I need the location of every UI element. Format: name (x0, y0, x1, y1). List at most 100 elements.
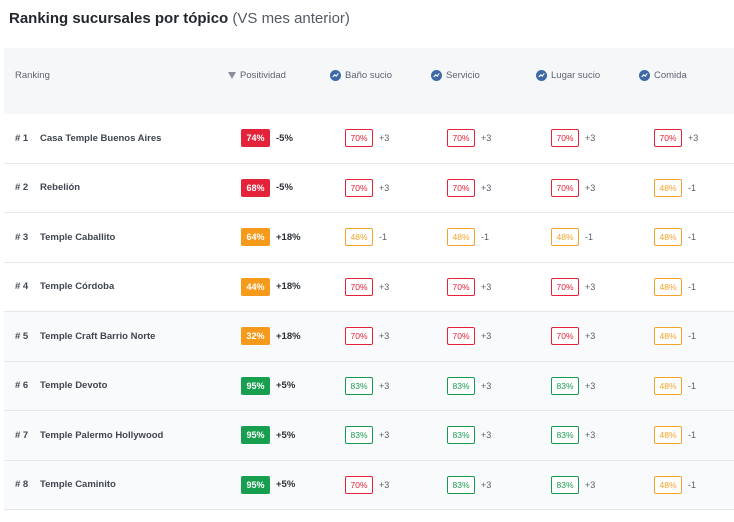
table-row[interactable]: # 4 Temple Córdoba 44% +18% 70% +3 70% +… (4, 262, 734, 312)
table-row[interactable]: # 1 Casa Temple Buenos Aires 74% -5% 70%… (4, 114, 734, 164)
topic-cell: 70% +3 (447, 114, 491, 163)
topic-delta: -1 (688, 182, 697, 193)
topic-delta: +3 (481, 281, 492, 292)
topic-cell: 83% +3 (551, 362, 595, 411)
topic-delta: -1 (379, 232, 388, 243)
positivity-badge: 44% (241, 277, 270, 296)
topic-cell: 83% +3 (345, 411, 389, 460)
topic-score-badge: 83% (447, 475, 475, 494)
topic-delta: +3 (481, 479, 492, 490)
positivity-delta: +5% (276, 429, 296, 441)
table-row[interactable]: # 5 Temple Craft Barrio Norte 32% +18% 7… (4, 312, 734, 362)
branch-name: Temple Caminito (40, 479, 116, 491)
topic-score-badge: 83% (551, 376, 579, 395)
topic-score-badge: 70% (345, 178, 373, 197)
positivity-cell: 74% -5% (241, 114, 293, 163)
topic-delta: +3 (481, 133, 492, 144)
topic-delta: -1 (688, 331, 697, 342)
topic-cell: 70% +3 (345, 312, 389, 361)
topic-cell: 70% +3 (345, 263, 389, 312)
positivity-cell: 95% +5% (241, 362, 295, 411)
topic-score-badge: 70% (345, 277, 373, 296)
topic-cell: 48% -1 (654, 213, 696, 262)
topic-cell: 83% +3 (551, 411, 595, 460)
table-row[interactable]: # 6 Temple Devoto 95% +5% 83% +3 83% +3 (4, 361, 734, 411)
topic-delta: +3 (585, 479, 596, 490)
header-positivity[interactable]: Positividad (228, 70, 286, 81)
positivity-delta: +18% (276, 231, 301, 243)
positivity-delta: -5% (276, 132, 293, 144)
positivity-delta: +18% (276, 330, 301, 342)
topic-cell: 70% +3 (551, 164, 595, 213)
trend-up-icon (431, 70, 442, 81)
header-topic-lugar-sucio[interactable]: Lugar sucio (536, 70, 600, 81)
rank-number: # 6 (15, 380, 29, 392)
topic-delta: +3 (481, 430, 492, 441)
positivity-badge: 95% (241, 376, 270, 395)
topic-cell: 70% +3 (551, 263, 595, 312)
topic-score-badge: 83% (447, 426, 475, 445)
topic-delta: +3 (585, 380, 596, 391)
topic-delta: +3 (379, 281, 390, 292)
header-topic-bano-sucio[interactable]: Baño sucio (330, 70, 392, 81)
header-topic-comida[interactable]: Comida (639, 70, 687, 81)
branch-name: Temple Palermo Hollywood (40, 429, 164, 441)
topic-score-badge: 48% (447, 228, 475, 247)
positivity-delta: -5% (276, 182, 293, 194)
table-row[interactable]: # 3 Temple Caballito 64% +18% 48% -1 48%… (4, 213, 734, 263)
branch-name: Temple Craft Barrio Norte (40, 330, 156, 342)
branch-name: Casa Temple Buenos Aires (40, 132, 162, 144)
topic-delta: +3 (585, 430, 596, 441)
topic-score-badge: 83% (345, 426, 373, 445)
branch-name: Rebelión (40, 182, 81, 194)
topic-delta: +3 (585, 182, 596, 193)
topic-cell: 48% -1 (654, 164, 696, 213)
positivity-badge: 32% (241, 327, 270, 346)
topic-delta: +3 (379, 182, 390, 193)
topic-cell: 48% -1 (654, 362, 696, 411)
topic-cell: 83% +3 (447, 461, 491, 510)
rank-number: # 1 (15, 132, 29, 144)
topic-score-badge: 70% (447, 277, 475, 296)
header-ranking: Ranking (15, 70, 50, 81)
topic-score-badge: 48% (654, 376, 682, 395)
topic-delta: -1 (481, 232, 490, 243)
topic-delta: +3 (379, 380, 390, 391)
topic-cell: 70% +3 (345, 114, 389, 163)
positivity-badge: 68% (241, 178, 270, 197)
topic-cell: 70% +3 (447, 164, 491, 213)
branch-rank: # 3 Temple Caballito (15, 213, 115, 262)
topic-score-badge: 48% (654, 228, 682, 247)
branch-name: Temple Caballito (40, 231, 116, 243)
table-row[interactable]: # 8 Temple Caminito 95% +5% 70% +3 83% +… (4, 460, 734, 510)
positivity-badge: 64% (241, 228, 270, 247)
branch-rank: # 1 Casa Temple Buenos Aires (15, 114, 161, 163)
topic-cell: 48% -1 (345, 213, 387, 262)
table-row[interactable]: # 2 Rebelión 68% -5% 70% +3 70% +3 (4, 163, 734, 213)
topic-cell: 70% +3 (551, 114, 595, 163)
branch-rank: # 6 Temple Devoto (15, 362, 107, 411)
table-row[interactable]: # 7 Temple Palermo Hollywood 95% +5% 83%… (4, 411, 734, 461)
topic-score-badge: 83% (447, 376, 475, 395)
rank-number: # 5 (15, 330, 29, 342)
topic-delta: +3 (585, 281, 596, 292)
sort-desc-icon (228, 72, 236, 79)
topic-score-badge: 70% (551, 178, 579, 197)
topic-score-badge: 48% (654, 327, 682, 346)
topic-score-badge: 48% (654, 426, 682, 445)
topic-score-badge: 48% (654, 277, 682, 296)
topic-delta: -1 (688, 380, 697, 391)
rank-number: # 3 (15, 231, 29, 243)
topic-delta: +3 (379, 133, 390, 144)
topic-delta: -1 (688, 430, 697, 441)
table-body: # 1 Casa Temple Buenos Aires 74% -5% 70%… (4, 114, 734, 510)
topic-score-badge: 70% (345, 475, 373, 494)
rank-number: # 7 (15, 429, 29, 441)
header-topic-servicio[interactable]: Servicio (431, 70, 480, 81)
topic-score-badge: 48% (345, 228, 373, 247)
topic-cell: 70% +3 (551, 312, 595, 361)
rank-number: # 4 (15, 281, 29, 293)
positivity-badge: 95% (241, 426, 270, 445)
branch-rank: # 8 Temple Caminito (15, 461, 116, 510)
positivity-cell: 32% +18% (241, 312, 301, 361)
